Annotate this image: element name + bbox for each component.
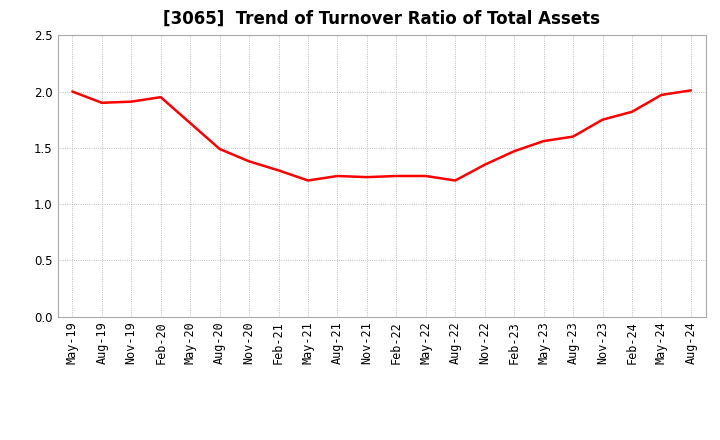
Title: [3065]  Trend of Turnover Ratio of Total Assets: [3065] Trend of Turnover Ratio of Total … — [163, 10, 600, 28]
